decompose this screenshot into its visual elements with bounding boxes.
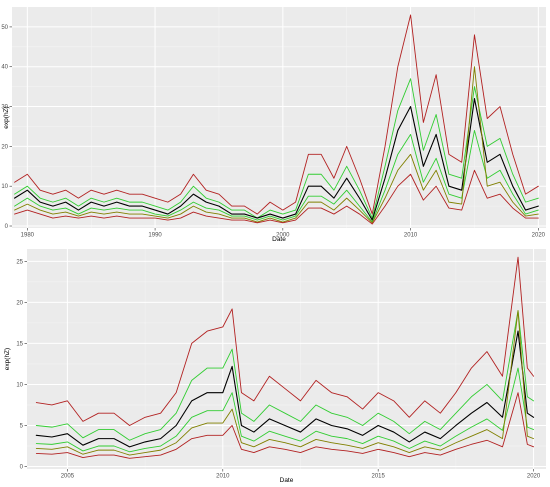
series-group — [35, 256, 535, 459]
plot-background — [27, 249, 546, 469]
x-tick-label: 1980 — [21, 233, 35, 239]
x-tick-label: 2015 — [371, 474, 385, 480]
y-tick-label: 0 — [20, 465, 24, 471]
series-line-4 — [35, 310, 535, 456]
y-axis-title: exp(hZ) — [3, 106, 10, 128]
x-tick-label: 2005 — [61, 474, 75, 480]
series-group — [14, 14, 539, 225]
series-line-0 — [35, 256, 535, 426]
y-tick-label: 50 — [1, 25, 8, 31]
x-tick-label: 2000 — [276, 233, 290, 239]
series-line-0 — [14, 14, 539, 215]
y-tick-label: 20 — [16, 300, 23, 306]
y-tick-label: 10 — [1, 184, 8, 190]
x-tick-label: 2020 — [527, 474, 541, 480]
y-tick-label: 0 — [5, 224, 9, 230]
y-tick-label: 30 — [1, 105, 8, 111]
x-tick-label: 1990 — [148, 233, 162, 239]
x-tick-label: 2010 — [216, 474, 230, 480]
plot-background — [12, 7, 546, 228]
y-tick-label: 40 — [1, 65, 8, 71]
series-line-1 — [14, 78, 539, 219]
x-tick-label: 2020 — [532, 233, 546, 239]
y-tick-label: 25 — [16, 259, 23, 265]
series-line-4 — [14, 66, 539, 224]
x-axis-title: Date — [280, 477, 294, 484]
y-axis-title: exp(hZ) — [4, 348, 11, 370]
series-line-3 — [35, 367, 535, 453]
chart-panel-bottom: 2005 2010 2015 2020 0 5 10 15 20 25 Date exp(hZ) — [4, 249, 546, 484]
chart-panel-top: 1980 1990 2000 2010 2020 0 10 20 30 40 50 Date exp(h… — [1, 7, 546, 243]
y-tick-label: 20 — [1, 144, 8, 150]
y-tick-label: 5 — [20, 423, 24, 429]
x-tick-label: 2010 — [404, 233, 418, 239]
series-line-5 — [14, 169, 539, 225]
series-line-5 — [35, 392, 535, 459]
series-line-1 — [35, 310, 535, 441]
y-tick-label: 10 — [16, 382, 23, 388]
series-line-2 — [14, 98, 539, 221]
series-line-2 — [35, 330, 535, 448]
x-axis-title: Date — [272, 236, 286, 243]
y-tick-label: 15 — [16, 341, 23, 347]
series-line-3 — [14, 129, 539, 223]
